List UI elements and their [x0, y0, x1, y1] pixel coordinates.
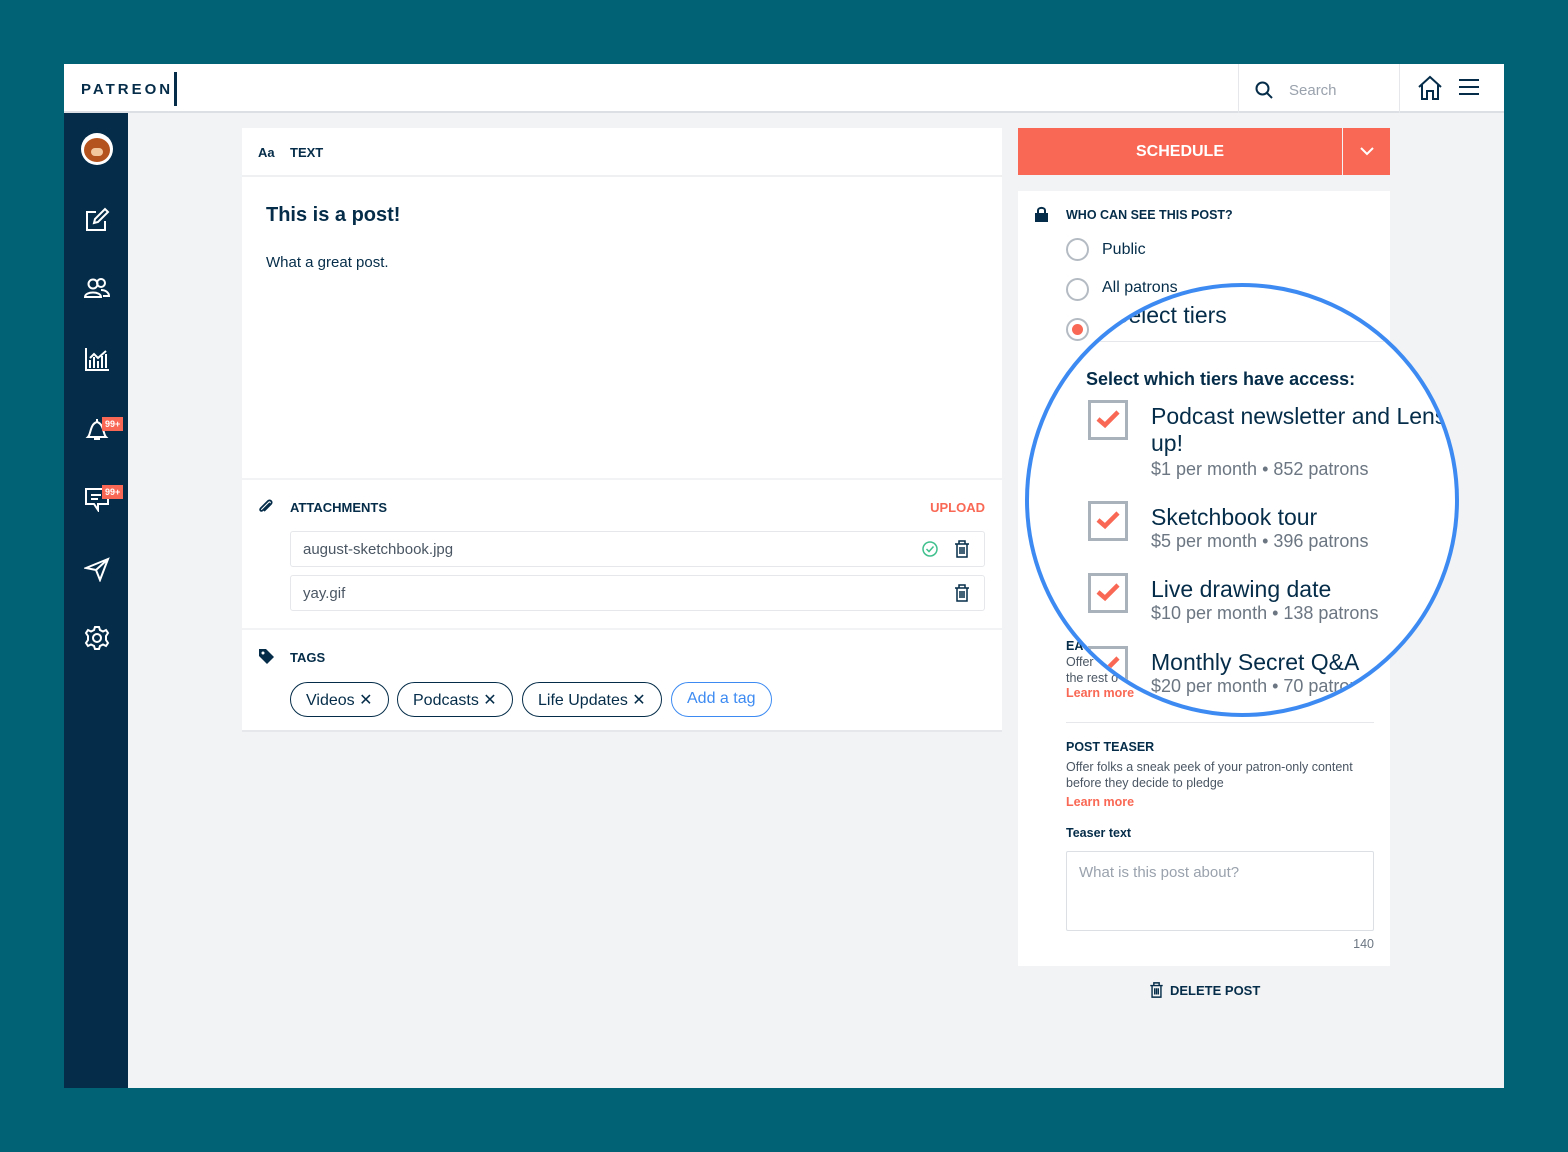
schedule-button[interactable]: SCHEDULE — [1018, 128, 1342, 175]
tag-chip[interactable]: Life Updates ✕ — [522, 682, 662, 717]
settings-icon[interactable] — [84, 625, 110, 651]
tag-label: Videos — [306, 692, 355, 709]
text-type-icon: Aa — [258, 145, 275, 160]
notifications-badge: 99+ — [102, 417, 124, 431]
tier-title: Monthly Secret Q&A — [1151, 649, 1360, 675]
upload-button[interactable]: UPLOAD — [930, 500, 985, 515]
tag-chip[interactable]: Videos ✕ — [290, 682, 389, 717]
teaser-text-input[interactable]: What is this post about? — [1066, 851, 1374, 931]
tier-checkbox[interactable] — [1088, 400, 1128, 440]
early-access-section: EA Offer the rest o Learn more — [1066, 638, 1136, 700]
post-teaser-section: POST TEASER Offer folks a sneak peek of … — [1066, 740, 1366, 840]
attachment-name: august-sketchbook.jpg — [303, 541, 454, 558]
delete-post-button[interactable]: DELETE POST — [1149, 982, 1260, 998]
delete-post-label: DELETE POST — [1170, 983, 1261, 998]
tier-checkbox[interactable] — [1088, 501, 1128, 541]
create-post-icon[interactable] — [84, 207, 110, 233]
attachment-item: august-sketchbook.jpg — [290, 531, 985, 567]
attachment-name: yay.gif — [303, 585, 346, 602]
menu-icon[interactable] — [1458, 78, 1480, 96]
tier-title: Live drawing date — [1151, 576, 1332, 602]
notifications-icon[interactable] — [84, 416, 110, 442]
remove-tag-icon[interactable]: ✕ — [483, 692, 497, 709]
tag-icon — [259, 649, 274, 664]
option-public-label: Public — [1102, 241, 1146, 258]
tier-checkbox[interactable] — [1088, 646, 1128, 686]
schedule-dropdown-button[interactable] — [1343, 128, 1390, 175]
sidebar: 99+ 99+ — [64, 113, 128, 1088]
checkmark-icon — [1096, 511, 1120, 530]
tag-label: Podcasts — [413, 692, 479, 709]
avatar[interactable] — [81, 133, 113, 165]
attachments-section: ATTACHMENTS UPLOAD august-sketchbook.jpg… — [242, 480, 1002, 628]
divider — [1029, 341, 1455, 342]
radio-public[interactable] — [1066, 238, 1089, 261]
trash-icon[interactable] — [954, 540, 970, 558]
post-title-field[interactable]: This is a post! — [266, 204, 401, 226]
tags-section: TAGS Videos ✕ Podcasts ✕ Life Updates ✕ … — [242, 630, 1002, 732]
tier-meta: $1 per month • 852 patrons — [1151, 459, 1369, 479]
editor-card: Aa TEXT This is a post! What a great pos… — [242, 128, 1002, 478]
remove-tag-icon[interactable]: ✕ — [359, 692, 373, 709]
teaser-text-label: Teaser text — [1066, 826, 1132, 840]
analytics-icon[interactable] — [84, 346, 110, 372]
tiers-heading: Select which tiers have access: — [1086, 369, 1356, 389]
paperclip-icon — [259, 499, 273, 512]
top-bar: PATREON Search — [64, 64, 1504, 113]
post-body-field[interactable]: What a great post. — [266, 254, 389, 271]
messages-badge: 99+ — [102, 485, 124, 499]
tag-chip[interactable]: Podcasts ✕ — [397, 682, 513, 717]
post-teaser-learn-more[interactable]: Learn more — [1066, 795, 1135, 809]
tier-title: Sketchbook tour — [1151, 504, 1318, 530]
send-icon[interactable] — [84, 556, 110, 582]
tier-meta: $10 per month • 138 patrons — [1151, 603, 1379, 623]
post-teaser-desc: Offer folks a sneak peek of your patron-… — [1066, 760, 1353, 790]
radio-select-tiers[interactable] — [1066, 318, 1089, 341]
check-circle-icon — [922, 541, 938, 557]
attachments-label: ATTACHMENTS — [290, 500, 388, 515]
post-teaser-heading: POST TEASER — [1066, 740, 1155, 754]
divider — [1066, 722, 1374, 723]
search-icon — [1255, 81, 1273, 99]
checkmark-icon — [1096, 656, 1120, 675]
select-tiers-label: Select tiers — [1113, 302, 1227, 328]
trash-icon — [1150, 982, 1163, 998]
chevron-down-icon — [1360, 147, 1374, 156]
early-access-desc: Offer — [1066, 655, 1094, 669]
tier-meta: $5 per month • 396 patrons — [1151, 531, 1369, 551]
tier-meta: $20 per month • 70 patrons — [1151, 676, 1369, 696]
search-box[interactable]: Search — [1238, 64, 1400, 113]
visibility-heading: WHO CAN SEE THIS POST? — [1066, 208, 1233, 222]
post-type-label: TEXT — [290, 145, 324, 160]
tier-checkbox[interactable] — [1088, 573, 1128, 613]
lock-icon — [1035, 206, 1048, 222]
checkmark-icon — [1096, 410, 1120, 429]
search-input[interactable]: Search — [1289, 82, 1337, 99]
remove-tag-icon[interactable]: ✕ — [632, 692, 646, 709]
patrons-icon[interactable] — [84, 276, 110, 302]
patreon-logo[interactable]: PATREON — [81, 81, 174, 98]
early-access-learn-more[interactable]: Learn more — [1066, 686, 1135, 700]
attachment-item: yay.gif — [290, 575, 985, 611]
trash-icon[interactable] — [954, 584, 970, 602]
checkmark-icon — [1096, 583, 1120, 602]
early-access-desc-2: the rest o — [1066, 671, 1119, 685]
tags-label: TAGS — [290, 650, 326, 665]
option-all-patrons-label: All patrons — [1102, 279, 1178, 296]
app-window: PATREON Search 99+ 99+ Aa TEXT This is a… — [64, 64, 1504, 1088]
radio-all-patrons[interactable] — [1066, 278, 1089, 301]
home-icon[interactable] — [1416, 75, 1444, 101]
add-tag-button[interactable]: Add a tag — [671, 682, 772, 717]
teaser-char-count: 140 — [1353, 937, 1374, 951]
tier-title: Podcast newsletter and Lens catch up! — [1151, 403, 1455, 456]
magnifier-callout: Select tiers Select which tiers have acc… — [1025, 283, 1459, 717]
tag-label: Life Updates — [538, 692, 628, 709]
logo-divider — [174, 72, 177, 106]
